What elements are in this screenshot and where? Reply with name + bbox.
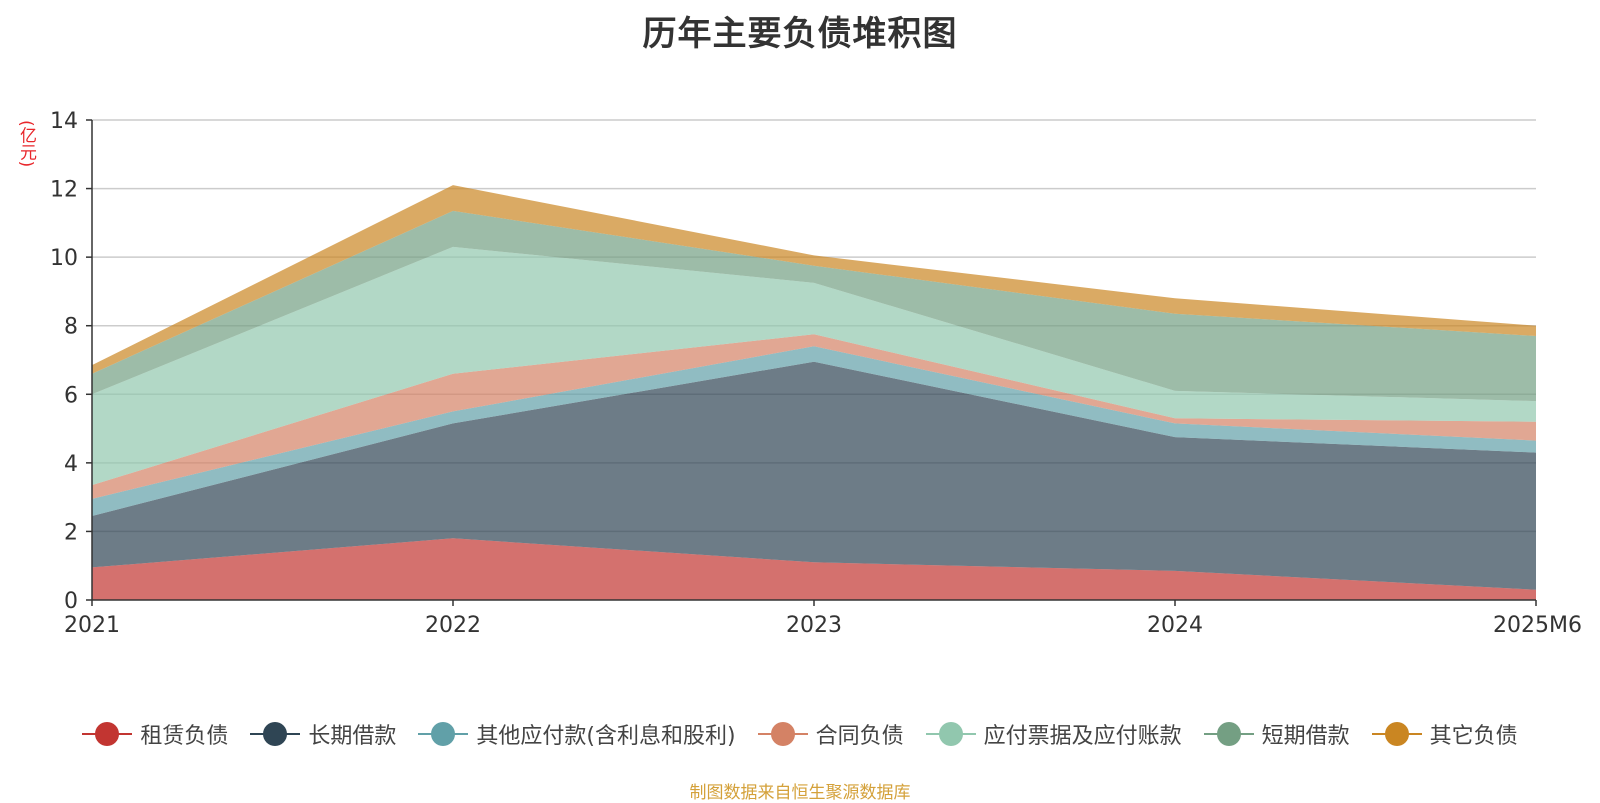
y-tick-label: 12 xyxy=(50,178,78,203)
y-tick-label: 10 xyxy=(50,246,78,271)
y-tick-label: 14 xyxy=(50,109,78,134)
chart-title: 历年主要负债堆积图 xyxy=(642,14,958,54)
area-series xyxy=(92,185,1536,600)
legend-item[interactable]: 长期借款 xyxy=(250,718,396,750)
legend-label: 租赁负债 xyxy=(140,724,229,749)
legend-item[interactable]: 租赁负债 xyxy=(82,718,228,750)
y-tick-label: 0 xyxy=(64,589,78,614)
legend-marker-icon xyxy=(250,722,301,746)
legend-item[interactable]: 应付票据及应付账款 xyxy=(925,718,1182,750)
y-tick-label: 4 xyxy=(64,452,78,477)
y-tick-label: 2 xyxy=(64,520,78,545)
area-series-1 xyxy=(92,361,1536,590)
area-series-4 xyxy=(92,246,1536,486)
legend-item[interactable]: 其他应付款(含利息和股利) xyxy=(418,718,736,750)
legend-marker-icon xyxy=(1203,722,1254,746)
legend-item[interactable]: 合同负债 xyxy=(757,718,904,750)
legend-label: 长期借款 xyxy=(308,724,397,749)
x-tick-label: 2024 xyxy=(1147,613,1203,638)
legend-label: 短期借款 xyxy=(1261,724,1350,749)
tick-labels: 0 2 4 6 8 10 12 14 2021 2022 2023 2024 2025M6 xyxy=(50,109,1582,638)
legend-marker-icon xyxy=(757,722,808,746)
y-tick-label: 6 xyxy=(64,383,78,408)
x-tick-label: 2025M6 xyxy=(1493,613,1582,638)
legend-label: 合同负债 xyxy=(815,724,904,749)
area-series-0 xyxy=(92,538,1536,600)
x-tick-label: 2023 xyxy=(786,613,842,638)
legend-marker-icon xyxy=(418,722,469,746)
area-series-3 xyxy=(92,334,1536,499)
area-series-5 xyxy=(92,210,1536,402)
legend-marker-icon xyxy=(82,722,133,746)
legend: 租赁负债 长期借款 其他应付款(含利息和股利) 合同负债 应付票据及应付账款 短期借款 其它… xyxy=(0,718,1600,750)
stacked-area-chart: 0 2 4 6 8 10 12 14 2021 2022 2023 2024 2025M6 xyxy=(50,109,1582,638)
legend-label: 其它负债 xyxy=(1429,724,1518,749)
axes xyxy=(86,119,1537,606)
data-source-note: 制图数据来自恒生聚源数据库 xyxy=(689,783,911,803)
legend-label: 应付票据及应付账款 xyxy=(983,724,1182,749)
legend-item[interactable]: 其它负债 xyxy=(1371,718,1518,750)
x-tick-label: 2021 xyxy=(64,613,120,638)
legend-label: 其他应付款(含利息和股利) xyxy=(476,724,736,749)
legend-marker-icon xyxy=(925,722,976,746)
legend-item[interactable]: 短期借款 xyxy=(1203,718,1350,750)
y-axis-unit-label: (亿元) xyxy=(16,120,36,168)
legend-marker-icon xyxy=(1371,722,1422,746)
area-series-2 xyxy=(92,346,1536,516)
x-tick-label: 2022 xyxy=(425,613,481,638)
y-tick-label: 8 xyxy=(64,315,78,340)
